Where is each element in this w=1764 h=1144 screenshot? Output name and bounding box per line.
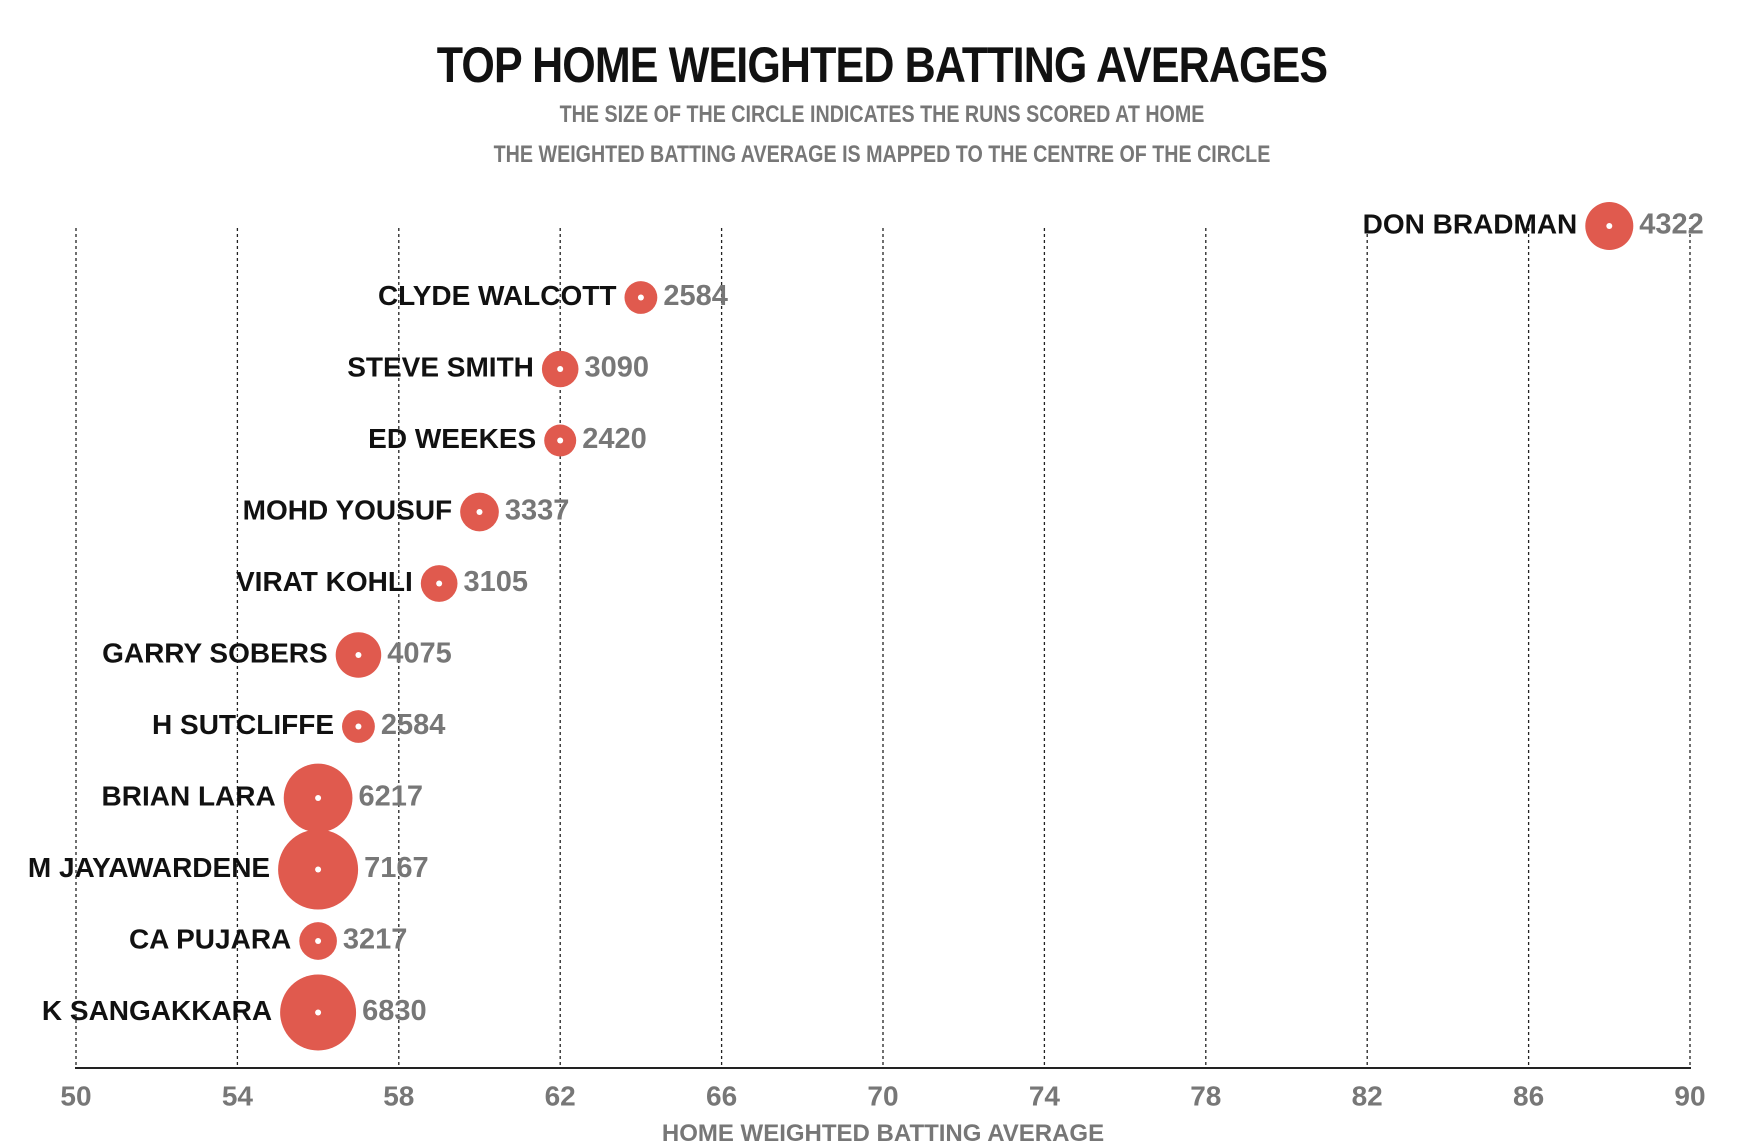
data-point: MOHD YOUSUF 3337 [243,492,570,532]
data-point: DON BRADMAN 4322 [1363,201,1704,251]
average-center-dot [476,509,483,515]
data-point: M JAYAWARDENE 7167 [28,829,429,910]
chart-subtitle-line-1: THE SIZE OF THE CIRCLE INDICATES THE RUN… [559,101,1205,128]
runs-label: 7167 [364,852,429,884]
average-center-dot [355,652,362,658]
player-name-label: VIRAT KOHLI [236,566,413,597]
player-name-label: MOHD YOUSUF [243,494,453,525]
player-name-label: K SANGAKKARA [42,995,272,1026]
x-axis-ticks: 50 54 58 62 66 70 74 78 82 86 90 [60,1080,1705,1111]
data-point: ED WEEKES 2420 [368,423,647,457]
x-tick-label: 66 [706,1080,737,1111]
x-tick-label: 70 [867,1080,898,1111]
chart-subtitle-line-2: THE WEIGHTED BATTING AVERAGE IS MAPPED T… [493,141,1271,168]
runs-label: 3217 [343,924,408,956]
runs-label: 6830 [362,995,427,1027]
data-point: K SANGAKKARA 6830 [42,974,427,1051]
player-name-label: CA PUJARA [129,923,291,954]
x-tick-label: 50 [60,1080,91,1111]
runs-label: 6217 [358,781,423,813]
player-name-label: M JAYAWARDENE [28,852,270,883]
average-center-dot [315,866,322,873]
data-point: VIRAT KOHLI 3105 [236,565,528,602]
x-axis-title: HOME WEIGHTED BATTING AVERAGE [662,1120,1104,1144]
runs-label: 3105 [464,566,529,598]
average-center-dot [557,366,564,372]
data-point: GARRY SOBERS 4075 [102,632,452,678]
average-center-dot [355,723,362,730]
average-center-dot [315,938,322,944]
player-name-label: BRIAN LARA [102,780,276,811]
chart-title: TOP HOME WEIGHTED BATTING AVERAGES [436,37,1328,93]
x-tick-label: 54 [222,1080,254,1111]
data-points: DON BRADMAN 4322 CLYDE WALCOTT 2584 STEVE SM… [28,201,1704,1051]
data-point: CLYDE WALCOTT 2584 [378,280,728,314]
x-tick-label: 58 [383,1080,414,1111]
x-tick-label: 90 [1674,1080,1705,1111]
runs-label: 3090 [584,352,649,384]
average-center-dot [315,795,322,801]
average-center-dot [637,294,644,301]
runs-label: 4075 [387,638,452,670]
average-center-dot [1606,223,1613,229]
data-point: CA PUJARA 3217 [129,922,407,960]
x-tick-label: 78 [1190,1080,1221,1111]
x-tick-label: 82 [1352,1080,1383,1111]
runs-label: 4322 [1639,209,1704,241]
player-name-label: ED WEEKES [368,423,536,454]
average-center-dot [315,1009,322,1016]
runs-label: 2584 [381,709,446,741]
x-tick-label: 86 [1513,1080,1544,1111]
runs-label: 3337 [505,495,570,527]
average-center-dot [557,437,564,444]
runs-label: 2584 [663,280,728,312]
player-name-label: CLYDE WALCOTT [378,280,617,311]
average-center-dot [436,580,443,587]
x-tick-label: 74 [1029,1080,1061,1111]
data-point: H SUTCLIFFE 2584 [152,709,445,743]
player-name-label: DON BRADMAN [1363,208,1578,239]
runs-label: 2420 [582,423,647,455]
data-point: STEVE SMITH 3090 [347,350,649,388]
player-name-label: H SUTCLIFFE [152,709,334,740]
player-name-label: STEVE SMITH [347,351,534,382]
data-point: BRIAN LARA 6217 [102,763,423,833]
player-name-label: GARRY SOBERS [102,637,328,668]
x-tick-label: 62 [545,1080,576,1111]
